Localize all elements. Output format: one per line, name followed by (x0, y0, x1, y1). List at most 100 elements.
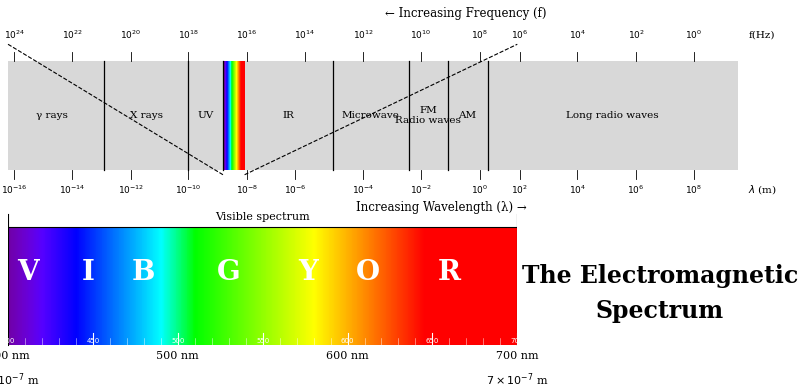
Bar (141, 227, 142, 345)
Bar (126, 227, 127, 345)
Bar (350, 227, 351, 345)
Bar (293, 227, 294, 345)
Bar (478, 227, 479, 345)
Bar (302, 227, 303, 345)
Bar (393, 227, 394, 345)
Bar (377, 227, 378, 345)
Bar (483, 227, 484, 345)
Bar (286, 227, 287, 345)
Bar (477, 227, 478, 345)
Bar (127, 227, 128, 345)
Bar (320, 227, 321, 345)
Bar (97, 227, 98, 345)
Bar (337, 227, 338, 345)
Bar (481, 227, 483, 345)
Bar (63, 227, 64, 345)
Bar (368, 227, 370, 345)
Bar (509, 227, 511, 345)
Bar (445, 227, 446, 345)
Bar (247, 227, 248, 345)
Bar (457, 227, 458, 345)
Bar (36, 227, 37, 345)
Bar (72, 227, 73, 345)
Bar (64, 227, 65, 345)
Bar (420, 227, 421, 345)
Bar (183, 227, 184, 345)
Bar (39, 227, 40, 345)
Bar (303, 227, 304, 345)
Text: Increasing Wavelength (λ) →: Increasing Wavelength (λ) → (356, 201, 526, 214)
Bar (342, 227, 343, 345)
Bar (244, 227, 245, 345)
Text: $10^{10}$: $10^{10}$ (411, 29, 431, 41)
Text: ← Increasing Frequency (f): ← Increasing Frequency (f) (385, 7, 546, 20)
Text: f(Hz): f(Hz) (748, 30, 775, 39)
Bar (13, 227, 14, 345)
Bar (325, 227, 326, 345)
Bar (238, 227, 239, 345)
Bar (338, 227, 339, 345)
Bar (504, 227, 505, 345)
Bar (436, 227, 437, 345)
Bar (451, 227, 452, 345)
Bar (374, 227, 375, 345)
Bar (336, 227, 337, 345)
Text: $10^{6}$: $10^{6}$ (511, 29, 529, 41)
Bar (116, 227, 117, 345)
Bar (463, 227, 464, 345)
Bar (387, 227, 388, 345)
Bar (513, 227, 514, 345)
Bar (403, 227, 404, 345)
Text: The Electromagnetic
Spectrum: The Electromagnetic Spectrum (521, 264, 798, 323)
Bar (485, 227, 486, 345)
Bar (456, 227, 457, 345)
Bar (503, 227, 504, 345)
Bar (69, 227, 70, 345)
Bar (153, 227, 154, 345)
Bar (90, 227, 91, 345)
Bar (431, 227, 432, 345)
Bar (296, 227, 297, 345)
Bar (390, 227, 391, 345)
Bar (56, 227, 57, 345)
Bar (224, 227, 225, 345)
Bar (207, 227, 208, 345)
Bar (412, 227, 413, 345)
Bar (349, 227, 350, 345)
Bar (230, 227, 231, 345)
Bar (486, 227, 487, 345)
Bar (353, 227, 354, 345)
Bar (108, 227, 109, 345)
Bar (498, 227, 499, 345)
Bar (16, 227, 17, 345)
Bar (430, 227, 431, 345)
Bar (200, 227, 201, 345)
Text: 500 nm: 500 nm (156, 351, 199, 362)
Bar (101, 227, 102, 345)
Bar (351, 227, 352, 345)
Text: FM
Radio waves: FM Radio waves (395, 106, 461, 126)
Bar (94, 227, 95, 345)
Bar (381, 227, 382, 345)
Bar (95, 227, 96, 345)
Bar (305, 227, 306, 345)
Bar (20, 227, 21, 345)
Bar (83, 227, 84, 345)
Bar (50, 227, 51, 345)
Bar (67, 227, 68, 345)
Bar (248, 227, 249, 345)
Bar (216, 227, 217, 345)
Bar (45, 227, 46, 345)
Bar (334, 227, 335, 345)
Text: $10^{2}$: $10^{2}$ (511, 184, 529, 196)
Bar (52, 227, 53, 345)
Bar (232, 227, 233, 345)
Bar (133, 227, 134, 345)
Bar (462, 227, 463, 345)
Text: $10^{24}$: $10^{24}$ (4, 29, 25, 41)
Bar (464, 227, 465, 345)
Bar (367, 227, 368, 345)
Bar (511, 227, 512, 345)
Bar (103, 227, 104, 345)
Bar (81, 227, 82, 345)
